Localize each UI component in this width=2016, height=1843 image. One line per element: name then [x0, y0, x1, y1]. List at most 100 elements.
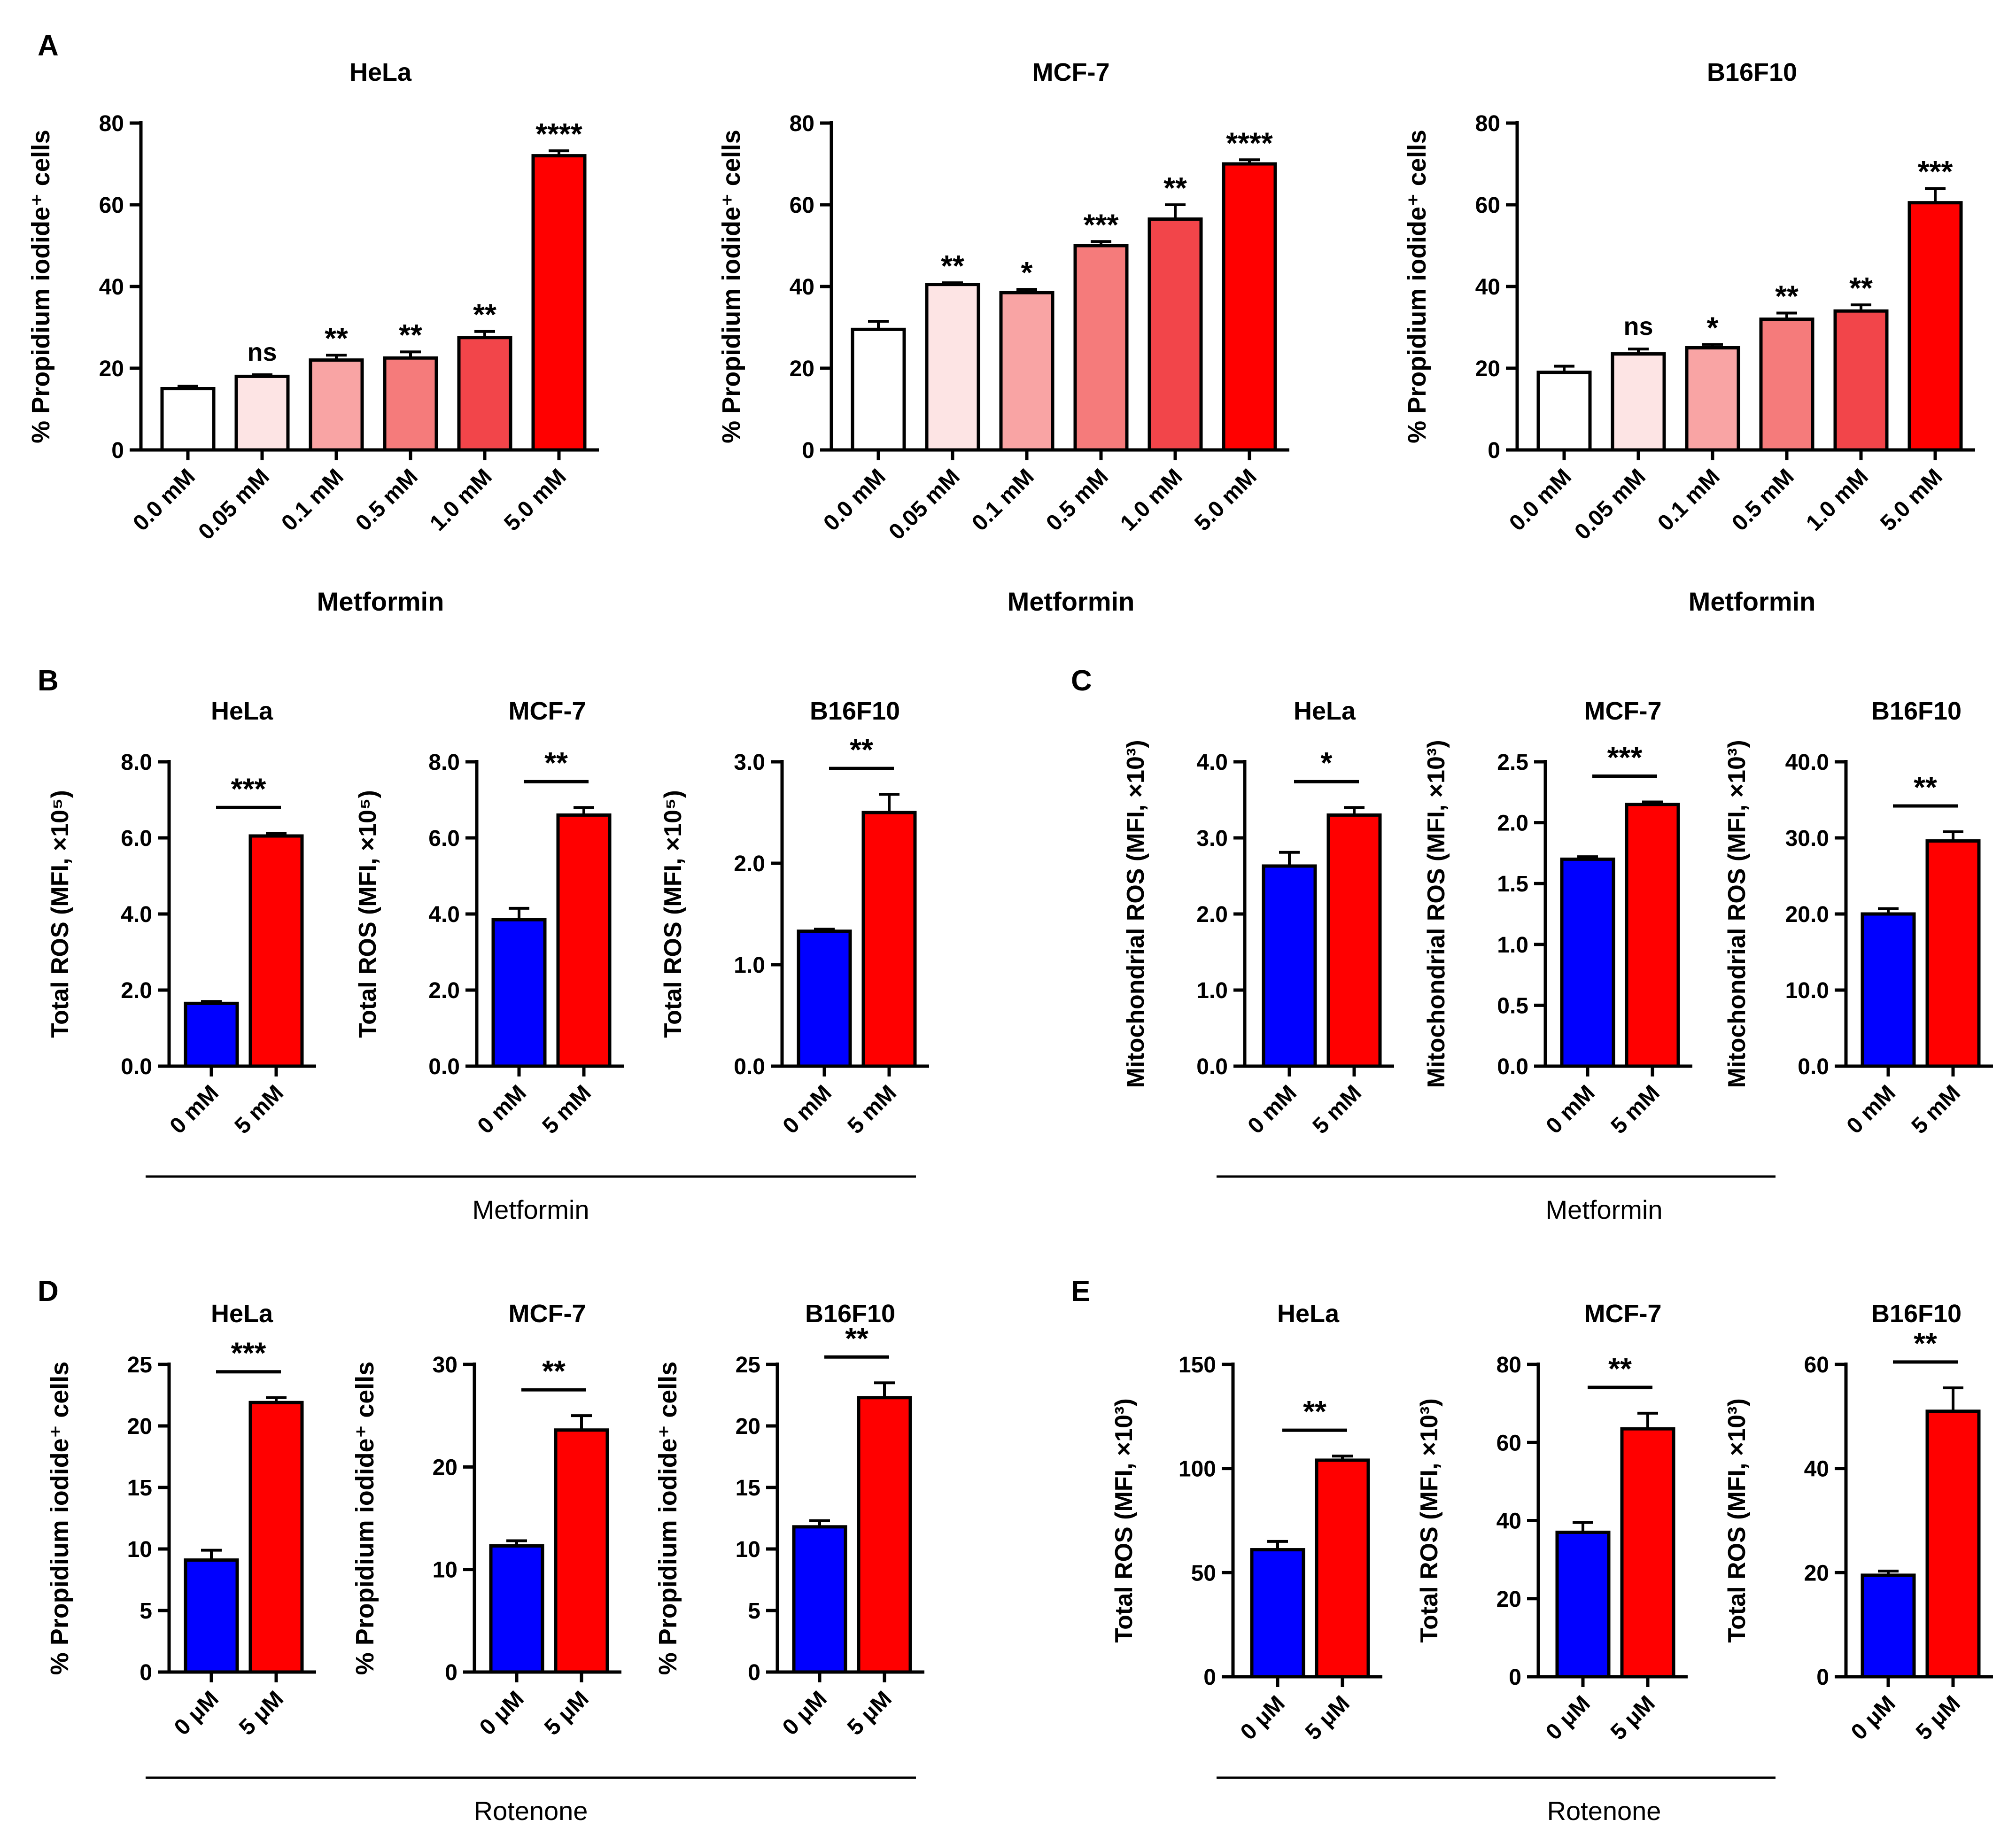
a1-bar-1	[234, 374, 290, 452]
d2-ytick-label: 30	[433, 1353, 457, 1378]
d3-ytick-label: 20	[736, 1414, 760, 1439]
e2-title: MCF-7	[1584, 1300, 1662, 1328]
group-label-rotenone-e: Rotenone	[1547, 1796, 1661, 1826]
a1-significance-label: ****	[535, 117, 582, 151]
a2-significance-label: **	[941, 249, 964, 283]
d3-significance-label: **	[845, 1321, 868, 1355]
d3-ytick-label: 5	[748, 1599, 760, 1624]
c2-ytick-label: 0.0	[1497, 1054, 1528, 1079]
c3-title: B16F10	[1871, 697, 1962, 725]
b1-ytick-label: 6.0	[121, 826, 152, 851]
a1-ytick-label: 60	[99, 193, 124, 218]
a2-ytick-label: 40	[790, 275, 814, 300]
b2-ytick-label: 6.0	[428, 826, 460, 851]
group-label-metformin-b: Metformin	[473, 1195, 589, 1224]
b1-ytick-label: 4.0	[121, 902, 152, 927]
a2-bar-5	[1222, 162, 1277, 452]
panel-letter-b: B	[38, 665, 59, 697]
a3-bar-0	[1536, 371, 1592, 452]
c2-ytick-label: 2.5	[1497, 750, 1528, 775]
e3-title: B16F10	[1871, 1300, 1962, 1328]
c3-bar-0	[1861, 912, 1916, 1068]
a2-ytick-label: 20	[790, 356, 814, 381]
c2-bar-0	[1560, 857, 1615, 1068]
d1-ytick-label: 25	[127, 1353, 152, 1378]
b1-significance-label: ***	[231, 772, 266, 805]
e3-bar-0	[1861, 1573, 1916, 1679]
a2-bar-0	[851, 327, 906, 452]
a1-ytick-label: 0	[111, 438, 124, 463]
panel-letter-d: D	[38, 1275, 59, 1308]
a3-bar-1	[1611, 352, 1666, 452]
a2-ytick-label: 80	[790, 111, 814, 136]
e1-bar-1	[1315, 1458, 1370, 1679]
b3-bar-0	[797, 929, 852, 1068]
b3-ytick-label: 0.0	[734, 1054, 765, 1079]
e2-bar-0	[1555, 1530, 1611, 1679]
e3-ytick-label: 60	[1804, 1353, 1829, 1378]
a2-bar-1	[925, 283, 980, 452]
a2-bar-3	[1073, 244, 1129, 452]
b3-ytick-label: 3.0	[734, 750, 765, 775]
c1-ytick-label: 0.0	[1196, 1054, 1228, 1079]
c2-ytick-label: 0.5	[1497, 993, 1528, 1018]
a2-y-label: % Propidium iodide⁺ cells	[717, 130, 745, 443]
group-label-metformin-c: Metformin	[1546, 1195, 1663, 1224]
e2-ytick-label: 0	[1509, 1665, 1521, 1690]
a3-bar-5	[1907, 201, 1963, 452]
a2-ytick-label: 60	[790, 193, 814, 218]
e1-title: HeLa	[1277, 1300, 1340, 1328]
c1-significance-label: *	[1321, 746, 1333, 780]
e1-significance-label: **	[1303, 1394, 1326, 1428]
d2-ytick-label: 10	[433, 1558, 457, 1583]
c3-significance-label: **	[1914, 770, 1937, 804]
e2-ytick-label: 20	[1496, 1587, 1521, 1612]
b2-ytick-label: 4.0	[428, 902, 460, 927]
b1-ytick-label: 2.0	[121, 978, 152, 1003]
a2-significance-label: *	[1021, 256, 1033, 289]
a2-bar-4	[1148, 217, 1203, 452]
c2-bar-1	[1625, 803, 1680, 1068]
a1-x-label: Metformin	[317, 587, 444, 616]
b3-bar-1	[861, 811, 917, 1068]
d2-significance-label: **	[542, 1354, 566, 1388]
d1-significance-label: ***	[231, 1336, 266, 1370]
b2-bar-0	[491, 918, 547, 1068]
a1-bar-5	[531, 154, 587, 452]
e2-ytick-label: 40	[1496, 1509, 1521, 1534]
d1-title: HeLa	[211, 1300, 273, 1328]
a3-bar-4	[1833, 309, 1889, 452]
b2-bar-1	[556, 813, 612, 1068]
d3-ytick-label: 10	[736, 1537, 760, 1562]
d1-ytick-label: 20	[127, 1414, 152, 1439]
e2-ytick-label: 60	[1496, 1431, 1521, 1456]
c1-ytick-label: 1.0	[1196, 978, 1228, 1003]
e1-y-label: Total ROS (MFI, ×10³)	[1110, 1398, 1138, 1643]
c3-ytick-label: 20.0	[1785, 902, 1829, 927]
a1-bar-0	[160, 387, 216, 452]
a3-significance-label: **	[1775, 279, 1799, 313]
d3-ytick-label: 0	[748, 1660, 760, 1685]
c2-ytick-label: 1.0	[1497, 933, 1528, 958]
a1-y-label: % Propidium iodide⁺ cells	[27, 130, 55, 443]
e1-ytick-label: 50	[1191, 1561, 1216, 1586]
b2-ytick-label: 2.0	[428, 978, 460, 1003]
a1-significance-label: **	[473, 298, 496, 332]
e3-bar-1	[1925, 1409, 1981, 1679]
a2-bar-2	[999, 291, 1055, 452]
a3-significance-label: *	[1707, 311, 1719, 345]
d1-ytick-label: 10	[127, 1537, 152, 1562]
c2-significance-label: ***	[1607, 741, 1643, 774]
panel-letter-c: C	[1071, 665, 1092, 697]
d1-ytick-label: 0	[140, 1660, 152, 1685]
c1-bar-1	[1326, 813, 1382, 1068]
c2-title: MCF-7	[1584, 697, 1662, 725]
a3-bar-2	[1685, 346, 1740, 452]
e3-ytick-label: 20	[1804, 1561, 1829, 1586]
c1-ytick-label: 3.0	[1196, 826, 1228, 851]
b2-y-label: Total ROS (MFI, ×10⁵)	[354, 790, 381, 1038]
a3-ytick-label: 40	[1475, 275, 1500, 300]
c1-y-label: Mitochondrial ROS (MFI, ×10³)	[1122, 740, 1149, 1088]
a1-significance-label: ns	[247, 338, 277, 366]
b3-title: B16F10	[810, 697, 900, 725]
